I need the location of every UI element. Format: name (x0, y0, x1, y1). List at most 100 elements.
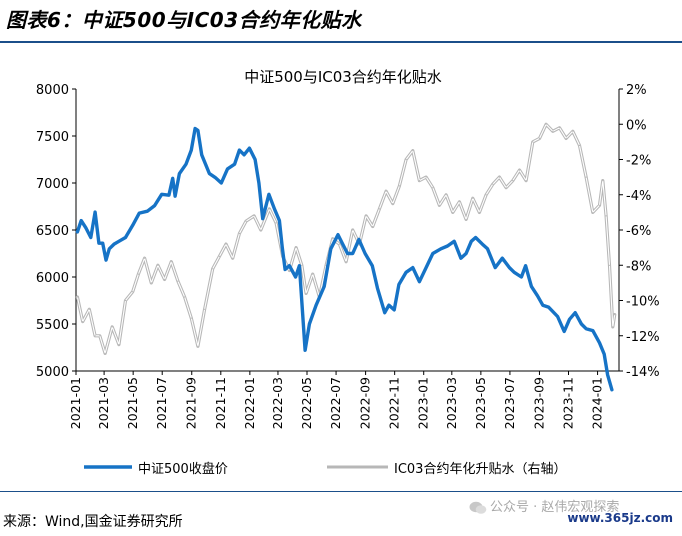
series-point-1 (332, 238, 334, 240)
series-point-1 (405, 158, 407, 161)
series-point-0 (542, 304, 544, 306)
series-point-1 (412, 150, 414, 152)
x-tick-label: 2021-09 (184, 377, 199, 429)
y-left-tick-label: 7500 (36, 130, 69, 145)
series-point-1 (418, 180, 420, 182)
series-point-1 (398, 185, 400, 187)
series-point-1 (184, 296, 186, 298)
series-point-1 (164, 278, 166, 280)
series-point-0 (302, 314, 304, 316)
series-point-0 (172, 177, 174, 179)
x-tick-label: 2022-07 (328, 377, 343, 429)
series-point-1 (602, 180, 604, 182)
series-point-0 (501, 257, 503, 259)
series-line-0 (75, 126, 614, 392)
x-tick-label: 2023-05 (473, 377, 488, 429)
series-point-1 (378, 208, 380, 210)
series-point-0 (513, 271, 515, 273)
series-point-1 (372, 225, 374, 228)
series-point-0 (376, 287, 379, 289)
series-point-1 (204, 308, 206, 310)
series-point-0 (76, 231, 78, 233)
x-tick-label: 2022-11 (387, 377, 402, 429)
series-point-0 (486, 248, 489, 250)
series-point-0 (460, 257, 462, 259)
series-point-1 (144, 257, 146, 259)
series-point-1 (245, 220, 247, 222)
x-tick-label: 2023-03 (444, 377, 459, 429)
x-tick-label: 2023-11 (561, 377, 576, 429)
series-point-0 (585, 328, 587, 330)
series-point-0 (161, 193, 163, 195)
y-left-tick-label: 5000 (36, 365, 69, 380)
series-point-0 (185, 163, 187, 165)
series-point-0 (432, 252, 434, 255)
series-point-1 (452, 211, 454, 213)
series-point-0 (384, 312, 386, 314)
x-tick-label: 2024-01 (590, 377, 605, 429)
series-point-1 (82, 321, 84, 323)
series-point-1 (132, 291, 134, 293)
series-point-0 (592, 330, 594, 332)
series-point-0 (288, 265, 290, 267)
series-point-1 (253, 215, 255, 217)
series-point-1 (212, 268, 214, 270)
series-point-0 (557, 315, 559, 318)
series-point-1 (472, 197, 474, 199)
series-point-1 (608, 264, 611, 266)
series-point-0 (371, 265, 373, 267)
series-point-0 (425, 267, 427, 269)
series-point-0 (603, 353, 605, 355)
series-point-0 (208, 173, 210, 175)
series-point-0 (268, 193, 270, 195)
y-left-tick-label: 8000 (36, 83, 69, 98)
series-point-1 (605, 215, 607, 217)
series-point-0 (346, 252, 349, 255)
series-point-1 (225, 243, 227, 245)
series-point-0 (174, 195, 176, 197)
series-point-1 (275, 222, 277, 224)
series-point-0 (580, 323, 583, 325)
series-point-0 (536, 295, 539, 297)
series-point-0 (520, 276, 523, 278)
series-point-1 (585, 176, 587, 178)
series-point-0 (574, 312, 576, 314)
series-point-0 (258, 182, 260, 184)
series-point-0 (226, 168, 229, 170)
series-point-1 (94, 335, 96, 337)
series-point-0 (214, 176, 216, 178)
series-point-0 (243, 154, 245, 156)
series-point-0 (598, 342, 601, 344)
figure-title: 图表6：中证500与IC03合约年化贴水 (6, 8, 362, 32)
watermark: 公众号 · 赵伟宏观探索 (469, 496, 619, 515)
watermark-text: 公众号 · 赵伟宏观探索 (490, 500, 620, 515)
series-point-1 (545, 123, 547, 125)
series-point-1 (268, 208, 270, 210)
series-point-1 (392, 203, 394, 205)
y-left-tick-label: 6500 (36, 224, 69, 239)
series-point-1 (512, 180, 514, 182)
x-tick-label: 2021-07 (154, 377, 169, 429)
series-point-0 (440, 248, 442, 250)
x-tick-label: 2022-03 (270, 377, 285, 429)
series-point-1 (445, 194, 447, 196)
series-point-0 (90, 236, 92, 239)
series-point-0 (168, 194, 170, 196)
y-right-tick-label: -6% (626, 224, 651, 239)
y-right-tick-label: -2% (626, 154, 651, 169)
series-point-0 (530, 285, 533, 287)
series-point-1 (295, 247, 297, 249)
series-point-0 (80, 220, 82, 222)
series-point-1 (558, 127, 561, 129)
x-tick-label: 2021-03 (96, 377, 111, 429)
series-point-0 (611, 389, 613, 391)
y-right-tick-label: -14% (626, 365, 660, 380)
series-point-1 (197, 345, 199, 347)
series-point-0 (295, 276, 297, 278)
series-point-1 (438, 204, 440, 206)
series-point-0 (315, 304, 317, 306)
series-point-1 (111, 326, 113, 328)
series-point-0 (470, 240, 472, 242)
x-tick-label: 2021-01 (68, 377, 83, 429)
